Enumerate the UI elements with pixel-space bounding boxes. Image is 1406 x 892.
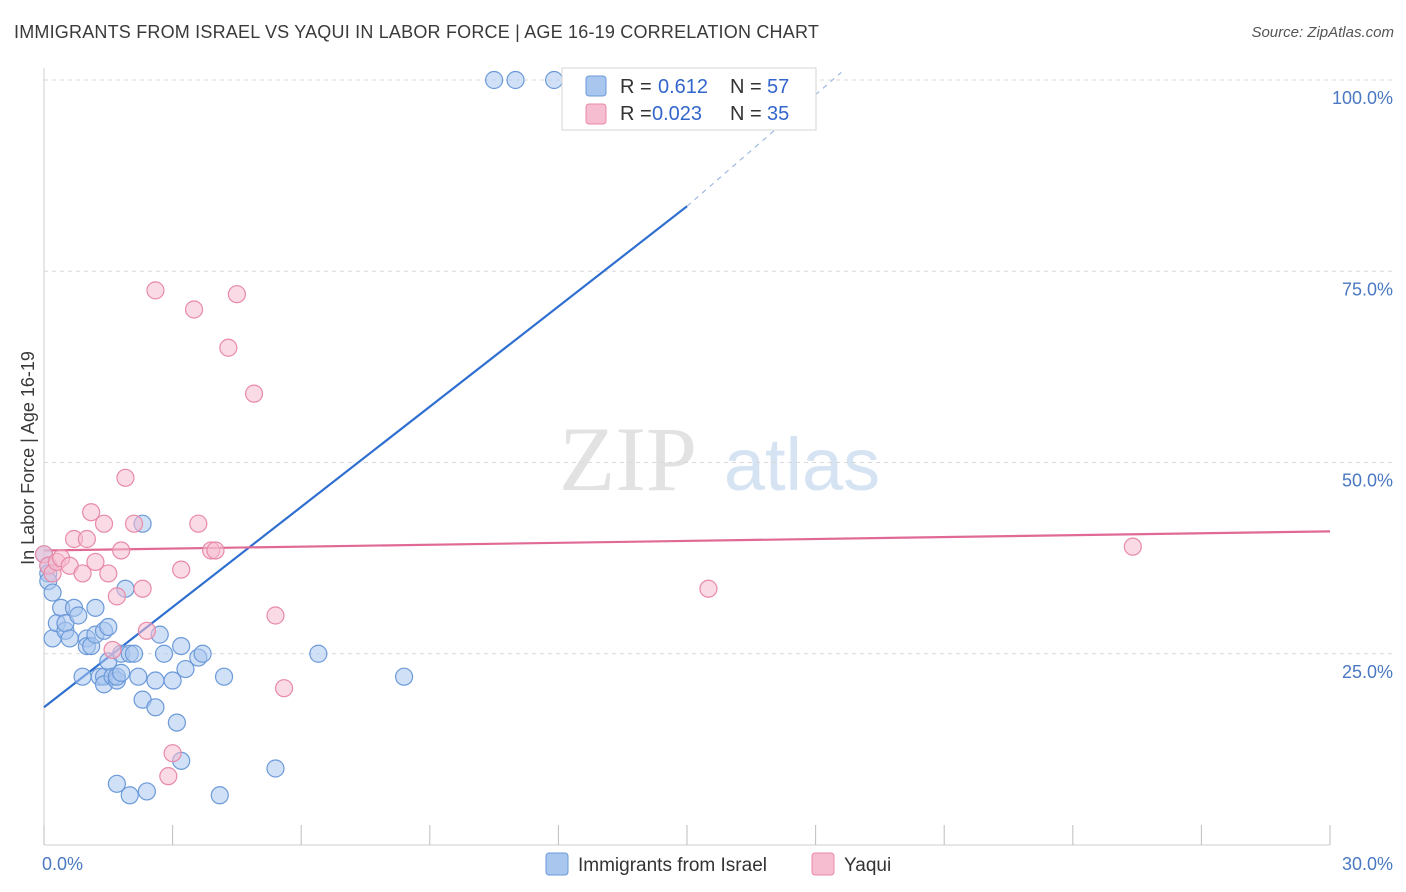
israel-point — [146, 671, 165, 690]
y-axis-label: In Labor Force | Age 16-19 — [18, 351, 38, 565]
israel-point — [112, 663, 131, 682]
legend-swatch-yaqui — [585, 103, 607, 125]
bottom-legend-label-yaqui: Yaqui — [844, 855, 891, 876]
y-tick-label: 100.0% — [1332, 88, 1393, 108]
yaqui-point — [206, 541, 225, 560]
israel-point — [137, 782, 156, 801]
yaqui-point — [116, 468, 135, 487]
yaqui-point — [103, 640, 122, 660]
yaqui-point — [73, 564, 92, 583]
israel-point — [545, 70, 564, 90]
legend-n-label-israel: N = — [730, 76, 762, 98]
israel-point — [506, 70, 525, 90]
israel-point — [163, 671, 182, 690]
israel-point — [485, 70, 504, 90]
yaqui-point — [137, 621, 156, 640]
yaqui-point — [94, 514, 114, 533]
yaqui-point — [86, 552, 105, 572]
israel-point — [146, 698, 165, 717]
yaqui-point — [699, 579, 718, 598]
x-tick-label-max: 30.0% — [1342, 854, 1393, 874]
yaqui-point — [172, 560, 191, 579]
watermark: ZIP atlas — [559, 408, 880, 510]
yaqui-point — [244, 384, 264, 403]
israel-point — [210, 786, 229, 805]
axes — [43, 68, 1331, 846]
x-tick-label-min: 0.0% — [42, 854, 83, 874]
israel-point — [107, 774, 126, 793]
yaqui-point — [189, 514, 208, 533]
legend-r-label-yaqui: R = — [620, 103, 652, 125]
legend-n-value-israel: 57 — [767, 76, 789, 98]
yaqui-point — [219, 338, 238, 357]
israel-point — [86, 598, 105, 617]
israel-point — [99, 617, 118, 637]
legend-r-value-israel: 0.612 — [658, 76, 708, 98]
israel-point — [214, 667, 234, 686]
series-legend: Immigrants from Israel Yaqui — [545, 852, 891, 876]
watermark-zip: ZIP — [559, 408, 697, 510]
legend-n-value-yaqui: 35 — [767, 103, 789, 125]
israel-point — [172, 636, 191, 656]
yaqui-point — [163, 744, 182, 763]
yaqui-point — [227, 285, 246, 304]
israel-point — [60, 629, 79, 648]
israel-point — [309, 644, 328, 663]
yaqui-trend-line — [43, 530, 1331, 552]
yaqui-point — [82, 503, 101, 522]
yaqui-point — [133, 579, 152, 598]
israel-point — [394, 667, 414, 686]
y-tick-label: 50.0% — [1342, 471, 1393, 491]
data-points — [34, 70, 1142, 805]
bottom-legend-swatch-yaqui — [811, 852, 835, 876]
israel-point — [124, 644, 144, 663]
trend-lines — [43, 71, 1331, 709]
chart-title: IMMIGRANTS FROM ISRAEL VS YAQUI IN LABOR… — [14, 22, 820, 42]
yaqui-point — [274, 679, 294, 698]
israel-point — [176, 659, 195, 679]
yaqui-point — [112, 541, 131, 560]
israel-point — [193, 644, 212, 663]
y-tick-label: 75.0% — [1342, 279, 1393, 299]
source-label: Source: ZipAtlas.com — [1251, 24, 1394, 41]
yaqui-point — [107, 587, 126, 606]
watermark-atlas: atlas — [724, 423, 880, 506]
y-tick-label: 25.0% — [1342, 662, 1393, 682]
yaqui-point — [77, 529, 96, 549]
bottom-legend-swatch-israel — [545, 852, 569, 876]
israel-point — [43, 583, 62, 602]
israel-point — [129, 667, 148, 686]
israel-point — [120, 786, 139, 805]
israel-point — [69, 606, 88, 625]
israel-point — [266, 759, 285, 778]
bottom-legend-label-israel: Immigrants from Israel — [578, 855, 767, 876]
y-tick-labels: 25.0% 50.0% 75.0% 100.0% — [1332, 88, 1393, 682]
yaqui-point — [124, 514, 144, 533]
israel-point — [73, 667, 92, 686]
legend-r-value-yaqui: 0.023 — [652, 103, 702, 125]
yaqui-point — [266, 606, 285, 625]
x-tick-labels: 0.0% 30.0% — [42, 854, 1393, 874]
yaqui-point — [99, 564, 118, 583]
yaqui-point — [159, 767, 178, 786]
legend-r-label-israel: R = — [620, 76, 652, 98]
israel-point — [167, 713, 186, 732]
yaqui-point — [1123, 537, 1142, 556]
israel-point — [154, 644, 174, 663]
legend-n-label-yaqui: N = — [730, 103, 762, 125]
grid-lines — [44, 79, 1392, 655]
stats-legend: R = 0.612 N = 57 R = 0.023 N = 35 — [561, 67, 817, 131]
legend-swatch-israel — [585, 75, 607, 97]
yaqui-point — [146, 281, 165, 300]
yaqui-point — [184, 300, 204, 319]
